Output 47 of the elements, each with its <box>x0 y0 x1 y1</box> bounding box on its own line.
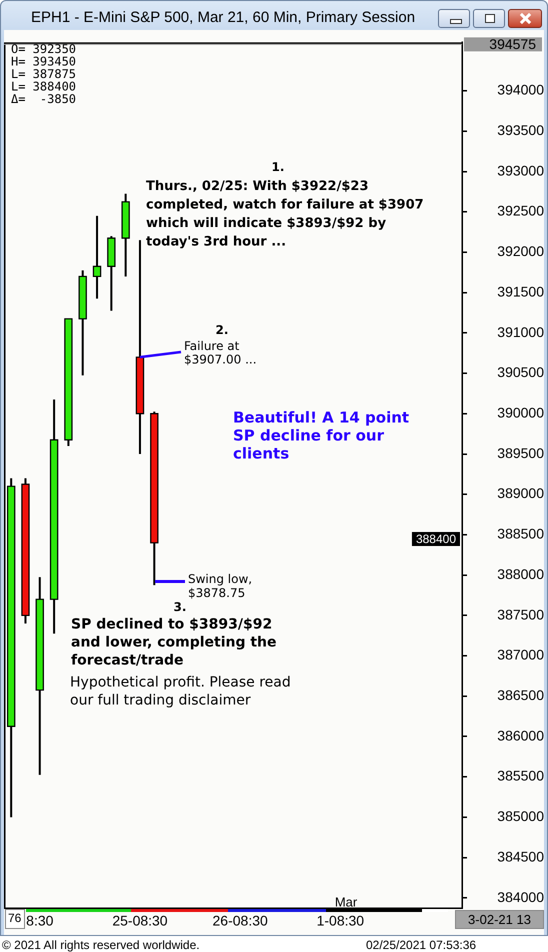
y-tick-label: 391000 <box>497 324 544 340</box>
y-tick-label: 390500 <box>497 364 544 380</box>
y-tick-label: 388500 <box>497 526 544 542</box>
annotation: 388400 <box>416 532 456 546</box>
y-tick-label: 387500 <box>497 606 544 622</box>
x-tick-label: 1-08:30 <box>316 912 364 928</box>
annotation: Hypothetical profit. Please read our full trading disclaimer <box>70 674 291 709</box>
y-tick-label: 393500 <box>497 122 544 138</box>
x-tick-label: 26-08:30 <box>212 912 268 928</box>
annotation: Mar <box>334 894 358 910</box>
y-tick-label: 389000 <box>497 485 544 502</box>
annotation: H= 393450 <box>11 54 76 69</box>
annotation: Δ= -3850 <box>11 92 76 106</box>
y-tick-label: 393000 <box>497 162 544 178</box>
y-tick-label: 384500 <box>497 848 544 864</box>
y-tick-label: 385500 <box>497 768 544 784</box>
annotation: 3. <box>174 600 186 614</box>
annotation: SP declined to $3893/$92 and lower, completing the forecast/trade <box>71 616 277 669</box>
y-tick-label: 390000 <box>497 404 544 421</box>
y-tick-label: 386000 <box>497 727 544 744</box>
y-tick-label: 389500 <box>497 444 544 461</box>
annotation: O= 392350 <box>11 42 76 56</box>
y-tick-label: 387000 <box>497 646 544 663</box>
y-tick-label: 392500 <box>497 202 544 219</box>
annotation: L= 388400 <box>11 80 76 94</box>
y-tick-label: 391500 <box>497 283 544 300</box>
y-tick-label: 384000 <box>497 888 544 905</box>
text: © 2021 All rights reserved worldwide. <box>2 938 200 952</box>
annotation: 2. <box>216 323 228 338</box>
x-tick-label: 25-08:30 <box>112 912 168 928</box>
annotation: Thurs., 02/25: With $3922/$23 completed, watch for failure at $3907 which will indicate $3893/$92 by today's 3rd hour ... <box>146 178 424 250</box>
text: 3-02-21 13 <box>455 910 544 929</box>
y-tick-label: 385000 <box>497 808 544 824</box>
y-tick-label: 392000 <box>497 243 544 260</box>
annotation: Swing low, $3878.75 <box>188 572 252 600</box>
y-tick-label: 388000 <box>497 566 544 582</box>
y-tick-label: 394000 <box>497 82 544 98</box>
annotation: Beautiful! A 14 point SP decline for our clients <box>233 408 410 462</box>
text: 02/25/2021 07:53:36 <box>366 938 476 952</box>
chart-title: EPH1 - E-Mini S&P 500, Mar 21, 60 Min, Primary Session <box>31 9 416 26</box>
ref-line-label: 394575 <box>489 36 536 52</box>
annotation: Failure at $3907.00 ... <box>184 339 257 367</box>
y-tick-label: 386500 <box>497 687 544 703</box>
x-tick-label: 8:30 <box>26 912 54 928</box>
annotation: 1. <box>272 160 284 174</box>
text: 76 <box>5 909 25 929</box>
annotation: L= 387875 <box>11 67 76 82</box>
